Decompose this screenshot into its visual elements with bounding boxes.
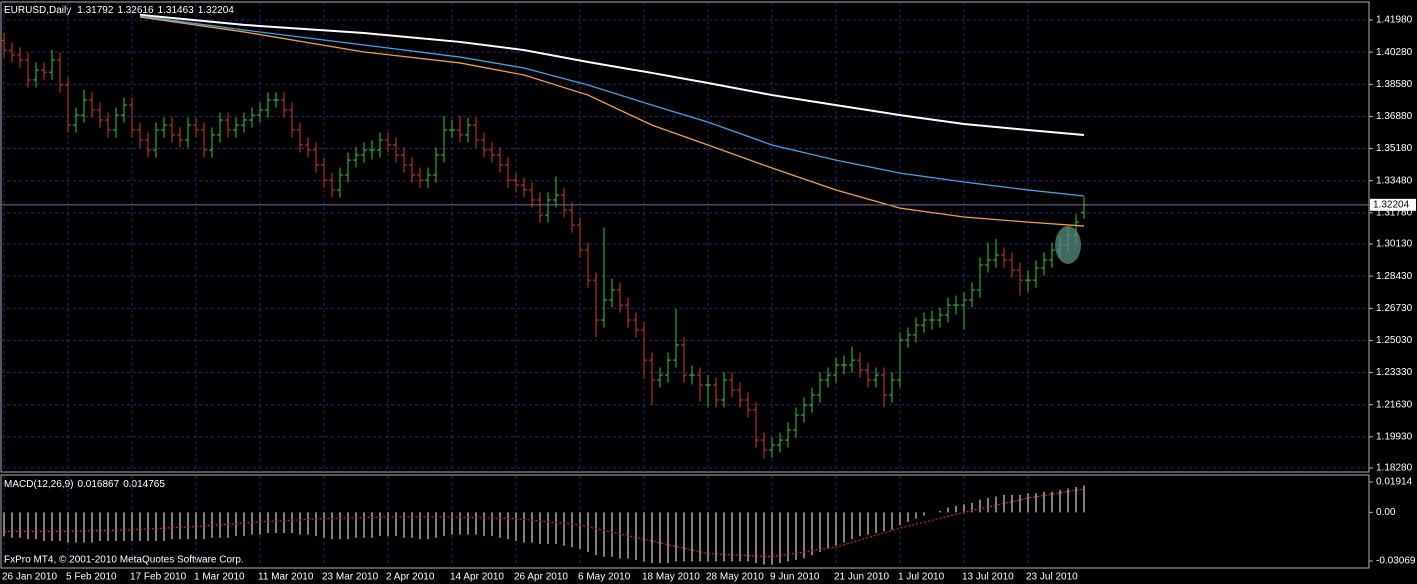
y-tick-label: 1.28430 xyxy=(1376,271,1413,282)
moving-average xyxy=(139,15,1085,197)
macd-value: 0.016867 xyxy=(77,479,119,490)
price-label-box xyxy=(1370,198,1416,211)
x-tick-label: 1 Mar 2010 xyxy=(194,572,245,583)
x-tick-label: 6 May 2010 xyxy=(578,572,631,583)
macd-y-tick-label: 0.01914 xyxy=(1376,477,1413,488)
macd-y-tick-label: 0.00 xyxy=(1376,507,1396,518)
highlight-ellipse xyxy=(1055,226,1081,264)
y-tick-label: 1.31780 xyxy=(1376,207,1413,218)
x-tick-label: 5 Feb 2010 xyxy=(66,572,117,583)
x-tick-label: 14 Apr 2010 xyxy=(450,572,504,583)
y-tick-label: 1.35180 xyxy=(1376,143,1413,154)
chart-title: EURUSD,Daily xyxy=(4,5,71,16)
x-tick-label: 26 Jan 2010 xyxy=(2,572,57,583)
x-tick-label: 26 Apr 2010 xyxy=(514,572,568,583)
x-tick-label: 13 Jul 2010 xyxy=(962,572,1014,583)
x-tick-label: 28 May 2010 xyxy=(706,572,764,583)
price-label: 1.32204 xyxy=(1373,199,1410,210)
x-tick-label: 18 May 2010 xyxy=(642,572,700,583)
signal-value: 0.014765 xyxy=(123,479,165,490)
y-tick-label: 1.19930 xyxy=(1376,431,1413,442)
main-panel-frame xyxy=(0,1,1370,473)
x-tick-label: 2 Apr 2010 xyxy=(386,572,435,583)
x-tick-label: 11 Mar 2010 xyxy=(258,572,314,583)
y-tick-label: 1.38580 xyxy=(1376,79,1413,90)
x-tick-label: 9 Jun 2010 xyxy=(770,572,820,583)
x-tick-label: 17 Feb 2010 xyxy=(130,572,187,583)
footer: FxPro MT4, © 2001-2010 MetaQuotes Softwa… xyxy=(4,555,244,566)
x-tick-label: 1 Jul 2010 xyxy=(898,572,945,583)
y-tick-label: 1.18280 xyxy=(1376,463,1413,474)
open-value: 1.31792 xyxy=(77,5,114,16)
y-tick-label: 1.26730 xyxy=(1376,303,1413,314)
y-tick-label: 1.40280 xyxy=(1376,47,1413,58)
close-value: 1.32204 xyxy=(198,5,235,16)
moving-average xyxy=(139,13,1085,136)
y-tick-label: 1.25030 xyxy=(1376,335,1413,346)
y-tick-label: 1.21630 xyxy=(1376,399,1413,410)
macd-panel-frame xyxy=(0,474,1370,569)
x-tick-label: 23 Mar 2010 xyxy=(322,572,379,583)
y-tick-label: 1.30130 xyxy=(1376,239,1413,250)
moving-average xyxy=(139,16,1085,227)
high-value: 1.32616 xyxy=(117,5,154,16)
macd-signal xyxy=(4,488,1085,558)
y-tick-label: 1.33480 xyxy=(1376,175,1413,186)
x-tick-label: 23 Jul 2010 xyxy=(1026,572,1078,583)
macd-y-tick-label: -0.03069 xyxy=(1376,556,1416,567)
macd-title: MACD(12,26,9) xyxy=(4,479,73,490)
y-tick-label: 1.41980 xyxy=(1376,15,1413,26)
macd-header: MACD(12,26,9) 0.016867 0.014765 xyxy=(4,479,165,490)
x-tick-label: 21 Jun 2010 xyxy=(834,572,889,583)
y-tick-label: 1.36880 xyxy=(1376,111,1413,122)
chart-header: EURUSD,Daily 1.31792 1.32616 1.31463 1.32204 xyxy=(4,5,234,16)
y-tick-label: 1.23330 xyxy=(1376,367,1413,378)
low-value: 1.31463 xyxy=(158,5,195,16)
